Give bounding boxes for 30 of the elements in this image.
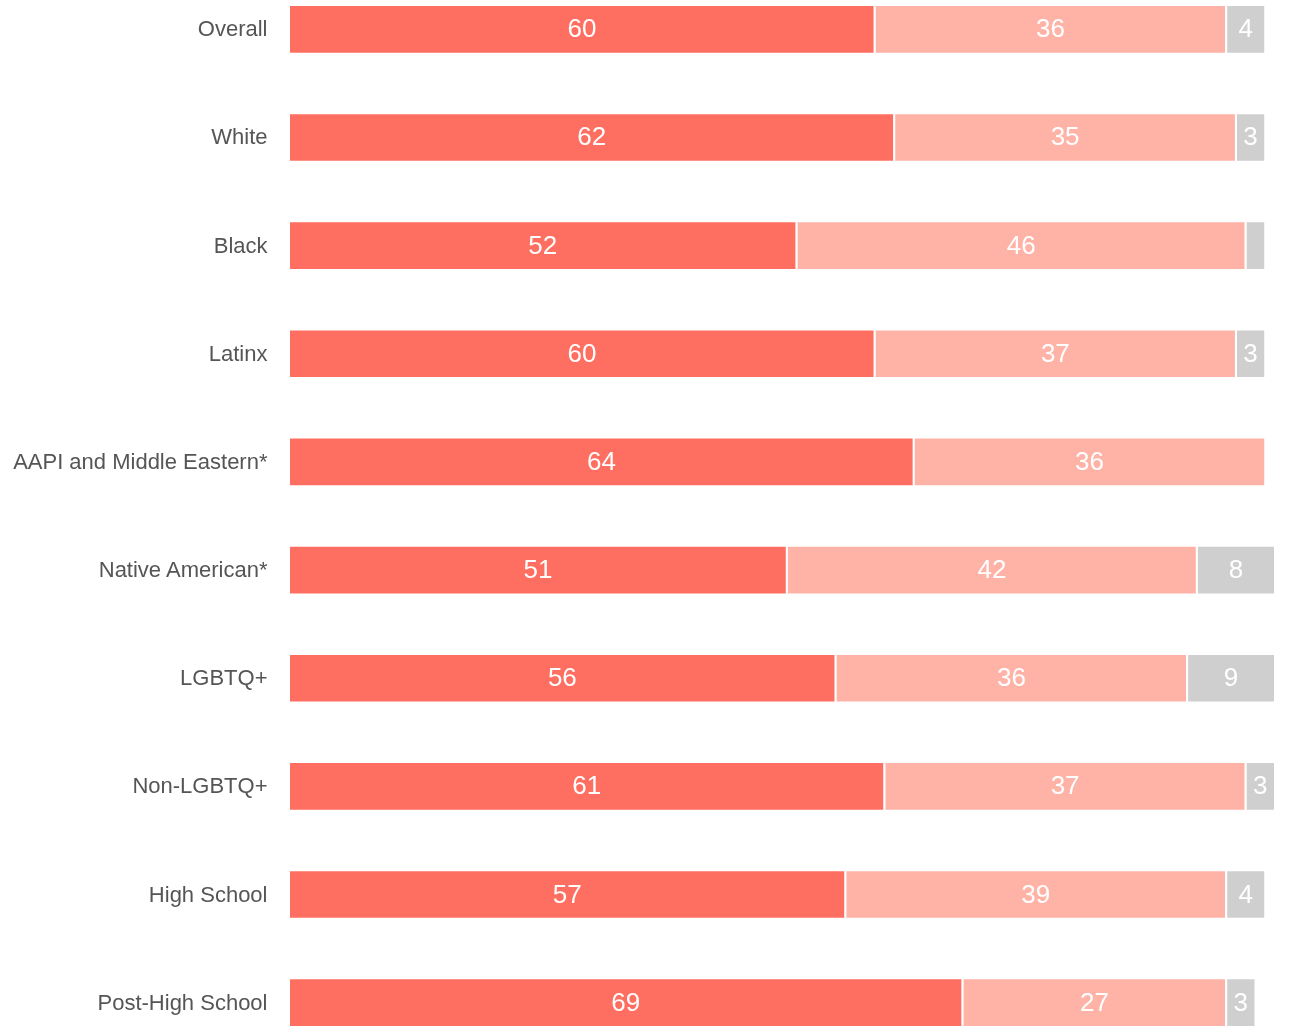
data-label: 37: [1040, 337, 1070, 368]
y-tick-label: Latinx: [208, 340, 268, 366]
data-label: 42: [977, 554, 1007, 585]
data-label: 56: [547, 662, 577, 693]
y-tick-label: Non-LGBTQ+: [132, 773, 268, 799]
y-tick-label: LGBTQ+: [180, 665, 268, 691]
y-tick-label: Post-High School: [97, 989, 268, 1015]
data-label: 60: [567, 13, 597, 44]
data-label: 46: [1006, 229, 1036, 260]
data-label: 39: [1021, 878, 1051, 909]
data-label: 51: [523, 554, 553, 585]
y-tick-label: Overall: [197, 16, 268, 42]
data-label: 61: [572, 770, 602, 801]
data-label: 69: [611, 986, 641, 1017]
y-tick-label: Black: [213, 232, 269, 258]
y-tick-label: Native American*: [98, 557, 268, 583]
data-label: 37: [1050, 770, 1080, 801]
data-label: 64: [586, 445, 616, 476]
data-label: 36: [996, 662, 1026, 693]
data-label: 60: [567, 337, 597, 368]
y-tick-label: High School: [148, 881, 268, 907]
data-label: 36: [1036, 13, 1065, 44]
data-label: 35: [1050, 121, 1080, 152]
data-label: 27: [1079, 986, 1109, 1017]
data-label: 57: [552, 878, 582, 909]
data-label: 52: [528, 229, 558, 260]
y-tick-label: White: [211, 124, 268, 150]
data-label: 36: [1075, 445, 1104, 476]
y-tick-label: AAPI and Middle Eastern*: [13, 448, 268, 474]
data-label: 62: [577, 121, 607, 152]
